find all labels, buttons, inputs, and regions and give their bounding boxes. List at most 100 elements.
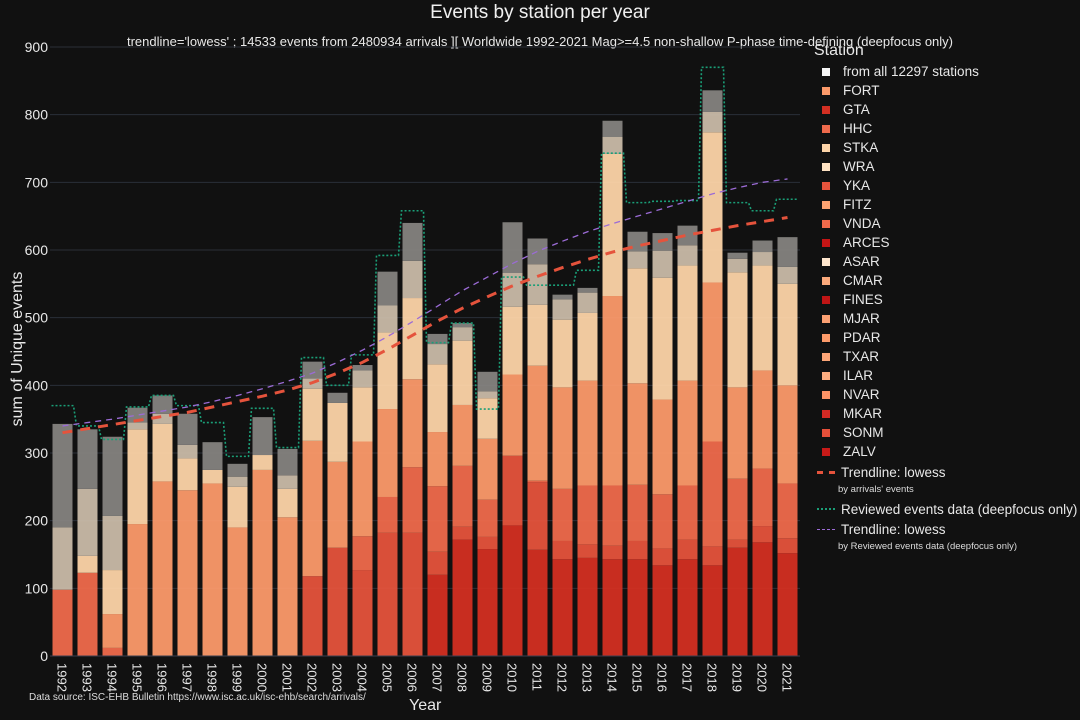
legend-item-stka[interactable]: STKA [814,138,1077,157]
legend-item-from-all-12297-stations[interactable]: from all 12297 stations [814,62,1077,81]
legend-item-vnda[interactable]: VNDA [814,214,1077,233]
legend-item-pdar[interactable]: PDAR [814,328,1077,347]
legend-item-asar[interactable]: ASAR [814,252,1077,271]
bar-segment [677,225,698,246]
bar-segment [677,485,698,540]
legend-item-mjar[interactable]: MJAR [814,309,1077,328]
x-tick-label: 2008 [455,663,470,692]
y-tick-label: 300 [25,445,49,461]
bar-segment [102,614,123,648]
bar-segment [627,559,648,656]
legend-title: Station [814,42,864,59]
bar-segment [752,240,773,253]
legend-item-fitz[interactable]: FITZ [814,195,1077,214]
bar-segment [527,238,548,265]
legend-label: STKA [843,140,879,155]
bar-segment [502,374,523,456]
bar-segment [302,361,323,379]
legend-item-fort[interactable]: FORT [814,81,1077,100]
x-tick-label: 1995 [130,663,145,692]
bar-segment [652,277,673,400]
bar-segment [552,294,573,300]
bar-segment [277,448,298,476]
legend-swatch [822,238,830,247]
bar-segment [452,465,473,527]
bar-segment [327,402,348,462]
legend-line-item[interactable]: Trendline: lowess by Reviewed events data… [814,520,1077,555]
bar-segment [352,365,373,371]
legend-item-sonm[interactable]: SONM [814,423,1077,442]
bar-segment [427,333,448,345]
legend-swatch [822,181,830,190]
x-tick-label: 2016 [655,663,670,692]
bar-segment [202,483,223,656]
chart-title: Events by station per year [430,2,650,23]
x-tick-label: 1999 [230,663,245,692]
bar-segment [677,245,698,266]
bar-segment [252,417,273,456]
bar-segment [527,365,548,481]
legend-label: FINES [843,292,883,307]
legend-item-zalv[interactable]: ZALV [814,442,1077,461]
legend-swatch [822,295,830,304]
bar-segment [427,574,448,656]
bar-segment [277,475,298,489]
x-tick-label: 2005 [380,663,395,692]
bar-segment [502,273,523,307]
bar-segment [452,404,473,466]
bar-segment [452,323,473,328]
legend-item-arces[interactable]: ARCES [814,233,1077,252]
bar-segment [477,391,498,399]
bar-segment [777,538,798,554]
bar-segment [777,283,798,386]
bar-segment [652,494,673,549]
bar-segment [577,292,598,313]
legend-line-swatch [817,470,835,474]
bar-segment [752,542,773,656]
legend-item-txar[interactable]: TXAR [814,347,1077,366]
legend-line-item[interactable]: Reviewed events data (deepfocus only) [814,500,1077,518]
legend-item-hhc[interactable]: HHC [814,119,1077,138]
legend-line-item[interactable]: Trendline: lowess by arrivals' events [814,463,1077,498]
bar-segment [552,319,573,388]
bar-segment [177,458,198,491]
legend-item-mkar[interactable]: MKAR [814,404,1077,423]
bar-segment [552,299,573,320]
bar-segment [427,344,448,365]
bar-segment [602,296,623,486]
bar-segment [377,271,398,306]
x-tick-label: 2013 [580,663,595,692]
legend-swatch [822,67,830,76]
bar-segment [602,485,623,546]
legend-station-list: from all 12297 stations FORT GTA HHC STKA WRA… [814,62,1077,461]
legend-swatch [822,124,830,133]
legend-item-cmar[interactable]: CMAR [814,271,1077,290]
bar-segment [102,436,123,516]
x-tick-label: 2004 [355,663,370,692]
bar-segment [402,222,423,261]
bar-segment [777,237,798,267]
legend-item-gta[interactable]: GTA [814,100,1077,119]
y-tick-label: 500 [25,310,49,326]
legend-item-ilar[interactable]: ILAR [814,366,1077,385]
bar-segment [277,517,298,656]
legend-line-label: Trendline: lowess [841,521,946,537]
legend-item-wra[interactable]: WRA [814,157,1077,176]
chart-subtitle: trendline='lowess' ; 14533 events from 2… [126,34,953,49]
bar-segment [452,327,473,341]
bar-segment [627,231,648,252]
x-tick-label: 1996 [155,663,170,692]
legend-item-fines[interactable]: FINES [814,290,1077,309]
bar-segment [502,306,523,375]
legend-label: ILAR [843,368,874,383]
x-tick-label: 1997 [180,663,195,692]
bar-segment [777,266,798,284]
legend-line-label: Reviewed events data (deepfocus only) [841,501,1078,517]
legend-item-yka[interactable]: YKA [814,176,1077,195]
legend-swatch [822,390,830,399]
bar-segment [452,539,473,656]
bar-segment [627,383,648,485]
legend-item-nvar[interactable]: NVAR [814,385,1077,404]
bar-segment [477,536,498,550]
bar-segment [727,547,748,656]
